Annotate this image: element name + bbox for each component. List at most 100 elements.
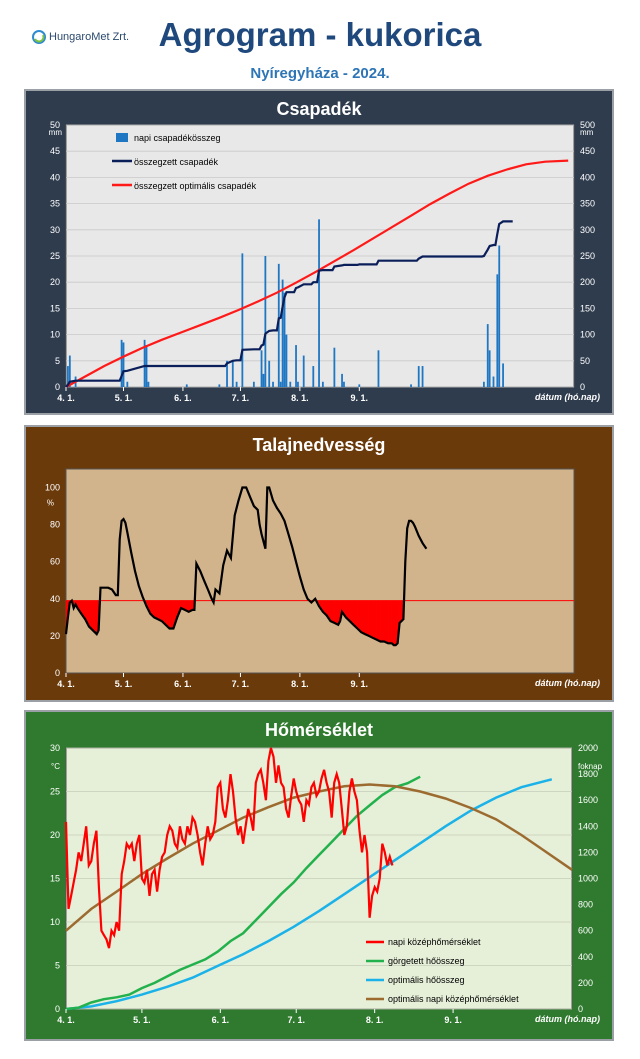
x-tick-label: 4. 1.	[57, 679, 75, 689]
moisture-deficit-area	[399, 600, 402, 624]
daily-precip-bar	[252, 381, 255, 387]
plot-area	[65, 468, 575, 674]
y-tick-label: 5	[55, 961, 60, 971]
moisture-deficit-area	[393, 600, 396, 646]
y2-tick-label: 0	[578, 1004, 583, 1014]
y-tick-label: 45	[50, 146, 60, 156]
moisture-deficit-area	[157, 600, 163, 622]
moisture-deficit-area	[368, 600, 373, 639]
y-tick-label: 20	[50, 830, 60, 840]
x-tick-label: 7. 1.	[232, 393, 250, 403]
y2-tick-label: 100	[580, 330, 595, 340]
x-tick-label: 6. 1.	[174, 679, 192, 689]
y-tick-label: 0	[55, 382, 60, 392]
y-tick-label: 10	[50, 330, 60, 340]
daily-precip-bar	[333, 347, 336, 387]
x-axis-title: dátum (hó.nap)	[535, 392, 600, 402]
daily-precip-bar	[120, 339, 123, 387]
y2-tick-label: 350	[580, 199, 595, 209]
daily-precip-bar	[295, 345, 297, 387]
y2-tick-label: 1800	[578, 769, 598, 779]
moisture-deficit-area	[357, 600, 362, 633]
legend-label-optimal-sum: optimális hőösszeg	[388, 975, 465, 985]
temperature-chart-title: Hőmérséklet	[264, 720, 374, 740]
y-tick-label: 25	[50, 787, 60, 797]
daily-precip-bar	[417, 366, 420, 387]
daily-precip-bar	[496, 274, 499, 387]
daily-precip-bar	[279, 381, 282, 387]
moisture-deficit-area	[334, 600, 339, 626]
optimal-cumulative-precip-line	[65, 159, 569, 388]
x-axis-title: dátum (hó.nap)	[535, 1014, 600, 1024]
x-tick-label: 5. 1.	[133, 1015, 151, 1025]
moisture-deficit-area	[391, 600, 395, 646]
daily-precip-bar	[498, 245, 501, 387]
daily-precip-bar	[262, 373, 265, 387]
y-tick-label: 5	[55, 356, 60, 366]
soil-moisture-chart: 0 20 40 60 80 100% 4. 1. 5. 1. 6. 1. 7. 1. 8. 1. 9.…	[45, 468, 600, 689]
y2-tick-label: 2000	[578, 743, 598, 753]
y-tick-label: 20	[50, 277, 60, 287]
y2-tick-label: 1400	[578, 821, 598, 831]
moisture-deficit-area	[387, 600, 393, 644]
x-tick-label: 4. 1.	[57, 393, 75, 403]
y2-tick-label: 450	[580, 146, 595, 156]
y2-tick-label: 400	[578, 952, 593, 962]
daily-precip-bar	[185, 384, 188, 387]
daily-precip-bar	[260, 350, 263, 387]
x-tick-label: 9. 1.	[351, 679, 369, 689]
y2-axis-unit: mm	[580, 128, 594, 137]
y-tick-label: 0	[55, 1004, 60, 1014]
x-tick-label: 4. 1.	[57, 1015, 75, 1025]
logo-text: HungaroMet Zrt.	[49, 31, 130, 43]
y-tick-label: 20	[50, 631, 60, 641]
moisture-deficit-area	[380, 600, 385, 642]
daily-precip-bar	[231, 360, 234, 387]
y2-tick-label: 200	[578, 978, 593, 988]
daily-precip-bar	[341, 373, 343, 387]
daily-mean-temp-line	[64, 747, 394, 949]
legend-label-daily: napi csapadékösszeg	[134, 133, 221, 143]
daily-precip-bar	[297, 381, 299, 387]
y-tick-label: 80	[50, 520, 60, 530]
moisture-deficit-area	[330, 600, 335, 624]
daily-precip-bar	[488, 350, 491, 387]
y2-tick-label: 150	[580, 303, 595, 313]
legend-label-optimal-daily: optimális napi középhőmérséklet	[388, 994, 519, 1004]
daily-precip-bar	[241, 253, 244, 387]
daily-precip-bar	[492, 376, 495, 387]
daily-precip-bar	[302, 355, 305, 387]
rolling-heat-sum-line	[65, 775, 421, 1011]
optimal-heat-sum-line	[65, 778, 553, 1011]
daily-precip-bar	[285, 334, 288, 387]
moisture-deficit-area	[364, 600, 370, 637]
x-tick-label: 6. 1.	[212, 1015, 230, 1025]
x-tick-label: 9. 1.	[351, 393, 369, 403]
y-tick-label: 35	[50, 199, 60, 209]
temperature-panel: Hőmérséklet 0 5 10 15 20 25 30 0 200 400 600 800 100…	[24, 710, 614, 1041]
x-tick-label: 8. 1.	[291, 679, 309, 689]
legend-label-rolling: görgetett hőösszeg	[388, 956, 465, 966]
y2-tick-label: 800	[578, 900, 593, 910]
daily-precip-bar	[143, 339, 146, 387]
y2-tick-label: 1000	[578, 874, 598, 884]
moisture-deficit-area	[376, 600, 381, 642]
daily-precip-bar	[377, 350, 380, 387]
daily-precip-bar	[264, 256, 267, 387]
precipitation-panel: Csapadék 0 5 10 15 20 25 30 35 40 45 50 0 50 100 150 20…	[24, 89, 614, 415]
x-tick-label: 8. 1.	[366, 1015, 384, 1025]
x-tick-label: 5. 1.	[115, 679, 133, 689]
x-tick-label: 7. 1.	[287, 1015, 305, 1025]
x-tick-label: 9. 1.	[444, 1015, 462, 1025]
daily-precip-bar	[268, 360, 271, 387]
soil-moisture-line	[64, 486, 428, 647]
x-tick-label: 7. 1.	[232, 679, 250, 689]
moisture-deficit-area	[169, 600, 174, 629]
moisture-deficit-area	[360, 600, 366, 635]
y-tick-label: 15	[50, 303, 60, 313]
x-tick-label: 6. 1.	[174, 393, 192, 403]
daily-precip-bar	[289, 381, 292, 387]
page-subtitle: Nyíregyháza - 2024.	[250, 65, 390, 82]
page-title: Agrogram - kukorica	[158, 16, 482, 53]
daily-precip-bar	[486, 324, 489, 387]
